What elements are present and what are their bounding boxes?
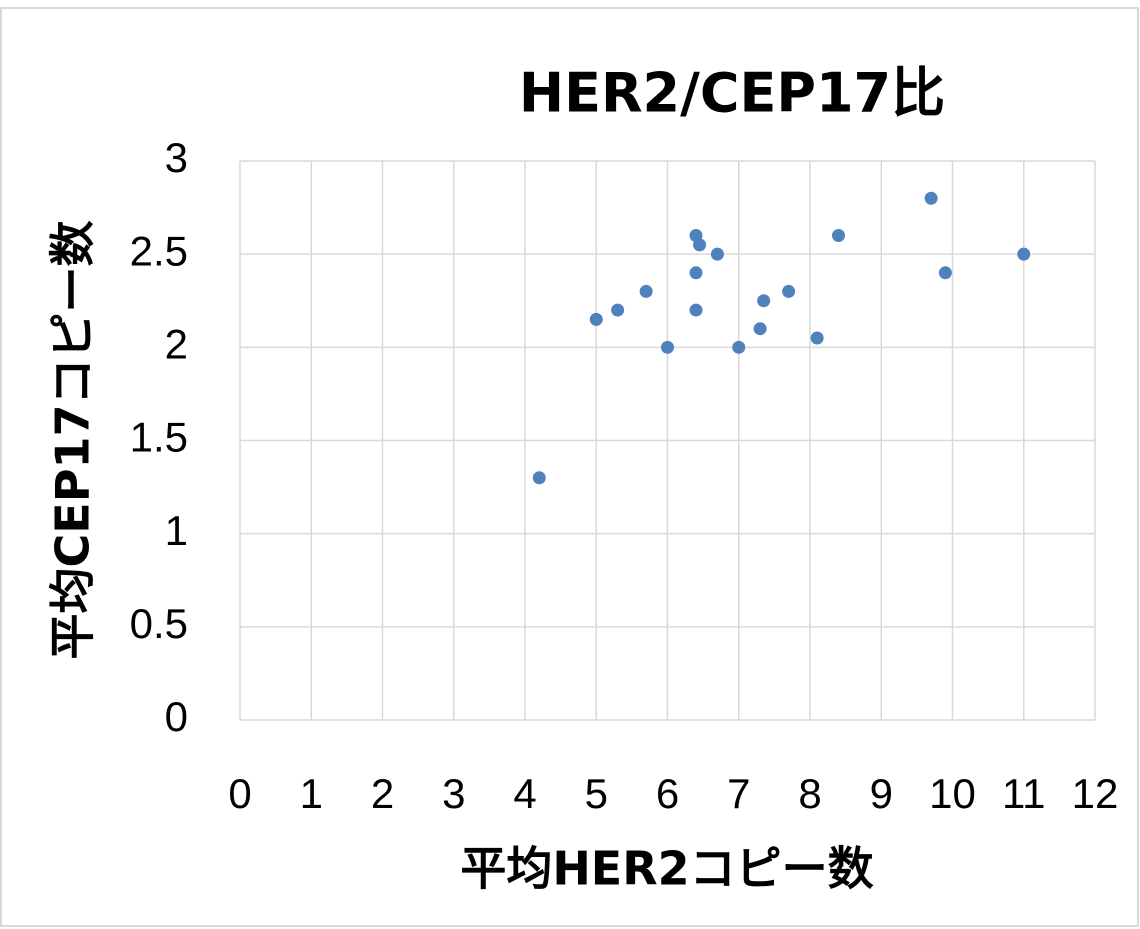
- scatter-point: [757, 294, 771, 308]
- scatter-point: [689, 266, 703, 280]
- x-tick-label: 1: [300, 770, 323, 817]
- x-axis-label: 平均HER2コピー数: [460, 842, 873, 896]
- scatter-point: [782, 284, 796, 298]
- scatter-point: [589, 312, 603, 326]
- y-tick-label: 0: [165, 693, 188, 740]
- x-tick-label: 7: [727, 770, 750, 817]
- scatter-point: [639, 284, 653, 298]
- x-tick-label: 8: [798, 770, 821, 817]
- x-tick-label: 11: [1002, 770, 1046, 817]
- scatter-point: [532, 471, 546, 485]
- scatter-point: [710, 247, 724, 261]
- x-tick-label: 3: [442, 770, 465, 817]
- y-tick-label: 0.5: [130, 600, 188, 647]
- y-axis-label: 平均CEP17コピー数: [46, 221, 100, 660]
- x-tick-label: 4: [513, 770, 536, 817]
- scatter-point: [611, 303, 625, 317]
- y-tick-label: 2: [165, 320, 188, 367]
- x-tick-label: 2: [371, 770, 394, 817]
- scatter-point: [1017, 247, 1031, 261]
- scatter-point: [661, 340, 674, 354]
- y-tick-label: 1: [165, 507, 188, 554]
- scatter-point: [938, 266, 952, 280]
- x-tick-label: 0: [228, 770, 251, 817]
- x-tick-label: 10: [929, 770, 976, 817]
- scatter-point: [832, 229, 845, 243]
- y-tick-label: 3: [165, 134, 188, 181]
- y-tick-label: 1.5: [130, 414, 188, 461]
- scatter-point: [693, 238, 707, 252]
- y-tick-label: 2.5: [130, 227, 188, 274]
- scatter-point: [924, 191, 938, 205]
- scatter-point: [753, 322, 767, 336]
- scatter-point: [732, 340, 746, 354]
- scatter-point: [810, 331, 824, 345]
- x-tick-label: 5: [585, 770, 608, 817]
- scatter-point: [689, 303, 703, 317]
- x-tick-label: 12: [1072, 770, 1119, 817]
- chart-title: HER2/CEP17比: [519, 62, 945, 125]
- x-tick-label: 6: [656, 770, 679, 817]
- x-tick-label: 9: [870, 770, 893, 817]
